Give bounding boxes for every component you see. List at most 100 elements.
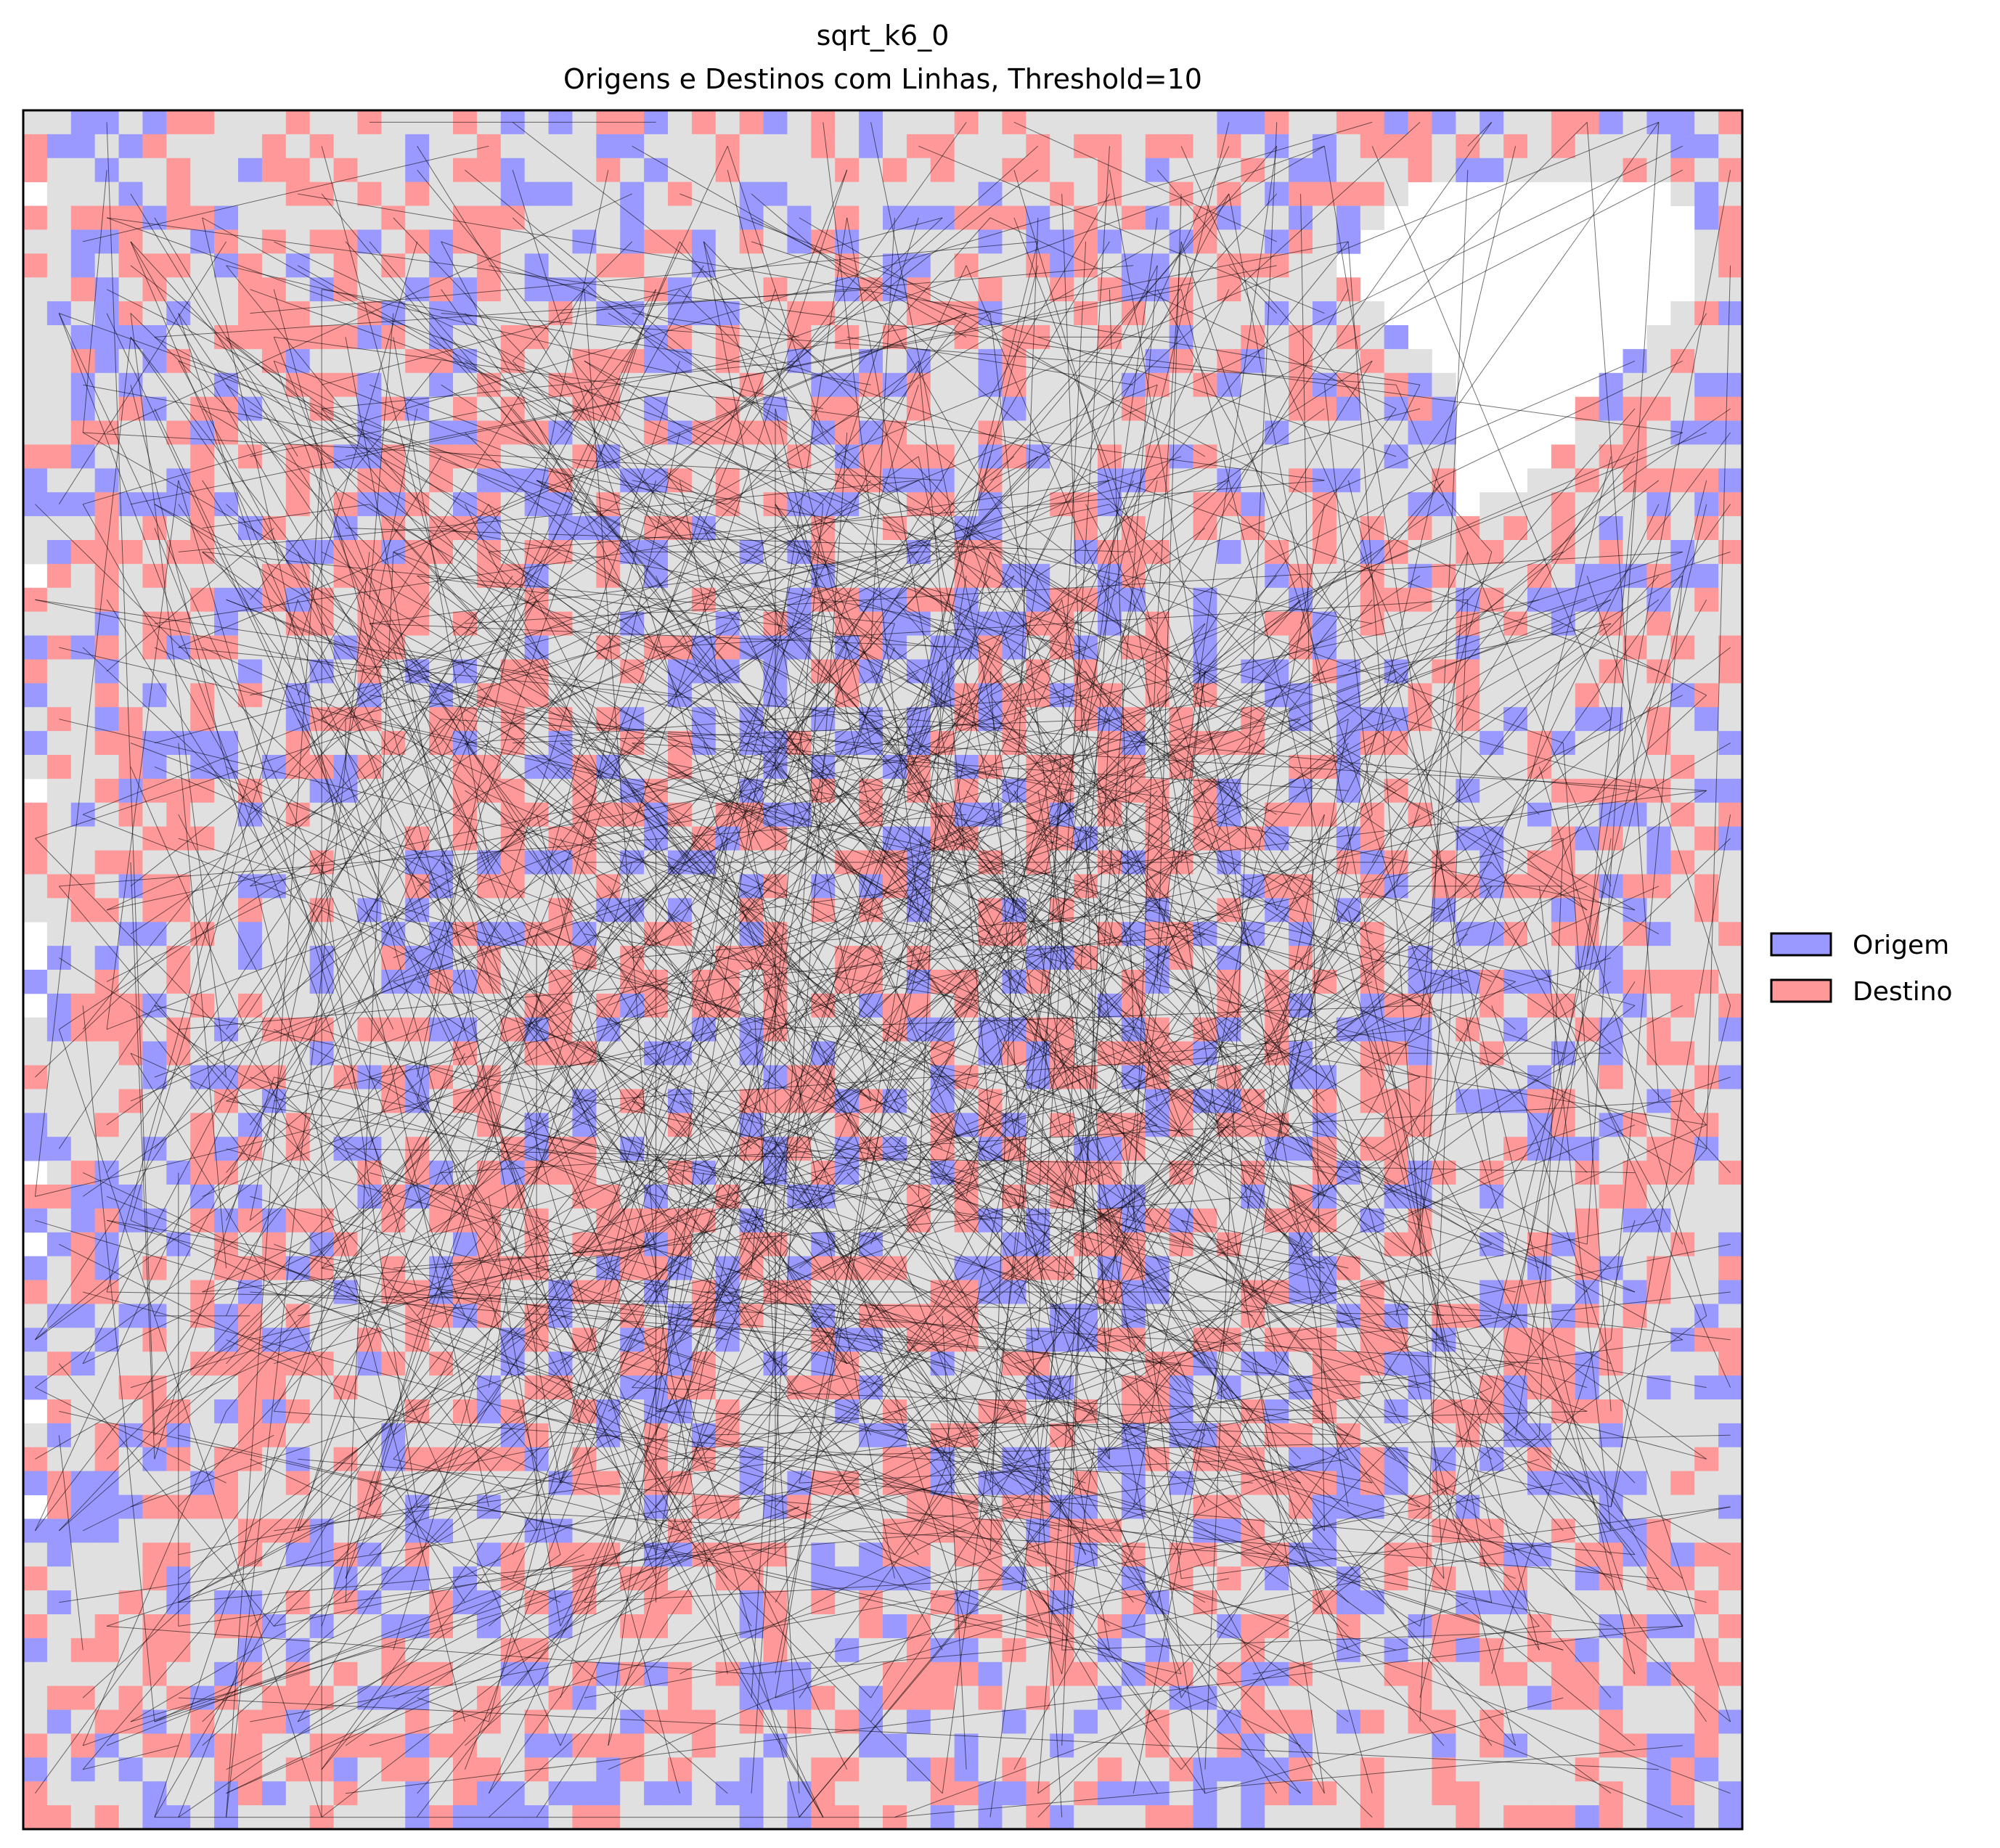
heatmap-cell <box>500 134 526 159</box>
heatmap-cell <box>620 205 645 230</box>
heatmap-cell <box>1527 134 1552 159</box>
heatmap-cell <box>1718 205 1743 230</box>
heatmap-cell <box>763 110 788 135</box>
heatmap-cell <box>1670 134 1695 159</box>
heatmap-cell <box>1646 1733 1671 1758</box>
heatmap-cell <box>1718 778 1743 804</box>
heatmap-cell <box>142 922 167 947</box>
heatmap-cell <box>23 1709 48 1734</box>
heatmap-cell <box>238 229 263 254</box>
heatmap-cell <box>1313 611 1337 636</box>
heatmap-cell <box>70 1614 96 1639</box>
heatmap-cell <box>405 1471 430 1495</box>
heatmap-cell <box>1432 540 1456 565</box>
heatmap-cell <box>1169 158 1193 183</box>
heatmap-cell <box>1289 396 1313 421</box>
heatmap-cell <box>1694 1399 1719 1424</box>
heatmap-cell <box>1336 1518 1361 1543</box>
heatmap-cell <box>476 348 502 374</box>
heatmap-cell <box>715 1661 740 1687</box>
heatmap-cell <box>1193 516 1217 541</box>
heatmap-cell <box>668 1614 693 1639</box>
heatmap-cell <box>46 181 72 206</box>
heatmap-cell <box>668 396 693 421</box>
heatmap-cell <box>1670 898 1695 923</box>
heatmap-cell <box>787 372 812 398</box>
heatmap-cell <box>142 1447 167 1472</box>
heatmap-cell <box>46 1638 72 1663</box>
heatmap-cell <box>500 229 526 254</box>
heatmap-cell <box>70 348 96 374</box>
heatmap-cell <box>1527 1590 1552 1615</box>
heatmap-cell <box>954 229 979 254</box>
heatmap-cell <box>333 1757 358 1782</box>
heatmap-cell <box>1718 134 1743 159</box>
heatmap-cell <box>1718 301 1743 326</box>
heatmap-cell <box>1074 253 1098 278</box>
heatmap-cell <box>214 468 239 493</box>
heatmap-cell <box>859 1542 883 1567</box>
heatmap-cell <box>1050 1566 1074 1591</box>
heatmap-cell <box>1599 1137 1623 1161</box>
heatmap-cell <box>1050 1757 1074 1782</box>
heatmap-cell <box>333 1423 358 1448</box>
heatmap-cell <box>1551 1685 1576 1710</box>
heatmap-cell <box>524 158 549 183</box>
heatmap-cell <box>1479 778 1504 804</box>
heatmap-cell <box>118 563 143 589</box>
heatmap-cell <box>691 1709 717 1734</box>
heatmap-cell <box>1623 1328 1647 1352</box>
heatmap-cell <box>596 1614 621 1639</box>
heatmap-cell <box>1241 1685 1265 1710</box>
heatmap-cell <box>1313 540 1337 565</box>
heatmap-cell <box>238 1423 263 1448</box>
heatmap-cell <box>1623 1399 1647 1424</box>
heatmap-cell <box>381 492 406 517</box>
heatmap-cell <box>859 158 883 183</box>
heatmap-cell <box>166 1661 191 1687</box>
heatmap-cell <box>214 110 239 135</box>
heatmap-cell <box>811 1590 836 1615</box>
heatmap-cell <box>859 134 883 159</box>
heatmap-cell <box>453 181 478 206</box>
heatmap-cell <box>763 181 788 206</box>
heatmap-cell <box>166 587 191 613</box>
heatmap-cell <box>1074 420 1098 445</box>
heatmap-cell <box>1623 1280 1647 1304</box>
heatmap-cell <box>1718 325 1743 350</box>
heatmap-cell <box>94 229 119 254</box>
heatmap-cell <box>46 611 72 636</box>
heatmap-cell <box>1408 1661 1432 1687</box>
heatmap-cell <box>1217 1685 1241 1710</box>
heatmap-cell <box>1718 970 1743 994</box>
heatmap-cell <box>1599 1757 1623 1782</box>
heatmap-cell <box>357 1566 382 1591</box>
heatmap-cell <box>453 587 478 613</box>
heatmap-cell <box>500 1542 526 1567</box>
heatmap-cell <box>118 1805 143 1830</box>
heatmap-cell <box>1718 1661 1743 1687</box>
heatmap-cell <box>23 1638 48 1663</box>
heatmap-cell <box>1718 659 1743 684</box>
heatmap-cell <box>70 444 96 469</box>
heatmap-cell <box>1551 1137 1576 1161</box>
heatmap-cell <box>1503 1017 1528 1042</box>
heatmap-cell <box>23 731 48 756</box>
heatmap-cell <box>1408 516 1432 541</box>
heatmap-cell <box>1360 205 1385 230</box>
heatmap-cell <box>883 1590 907 1615</box>
heatmap-cell <box>1575 1781 1600 1806</box>
heatmap-cell <box>1432 420 1456 445</box>
heatmap-cell <box>214 946 239 970</box>
heatmap-cell <box>1313 1614 1337 1639</box>
heatmap-cell <box>381 181 406 206</box>
heatmap-cell <box>429 492 454 517</box>
heatmap-cell <box>620 1685 645 1710</box>
heatmap-cell <box>1432 563 1456 589</box>
heatmap-cell <box>1551 802 1576 827</box>
heatmap-cell <box>70 659 96 684</box>
heatmap-cell <box>1718 1232 1743 1257</box>
heatmap-cell <box>46 1614 72 1639</box>
heatmap-cell <box>1670 874 1695 899</box>
heatmap-cell <box>118 420 143 445</box>
